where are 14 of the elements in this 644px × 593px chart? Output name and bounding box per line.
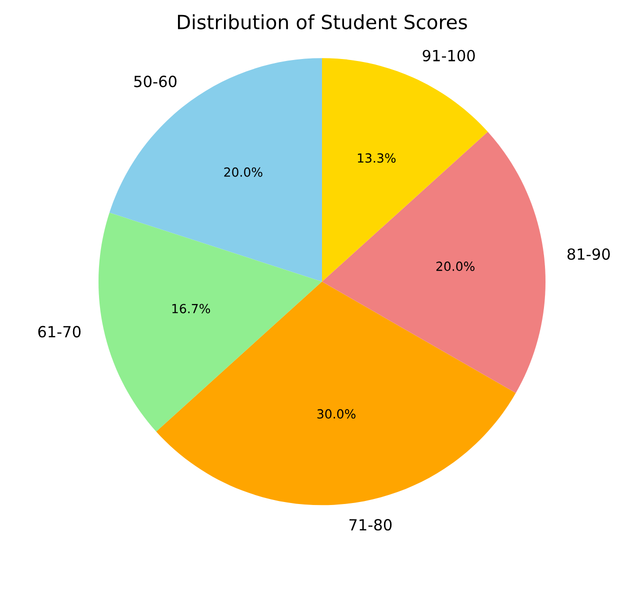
chart-title: Distribution of Student Scores	[178, 14, 467, 30]
pie-slice	[109, 58, 322, 282]
pie-slice	[156, 282, 516, 506]
pie-slice	[322, 132, 546, 394]
data-label: 13.3%	[358, 153, 396, 163]
data-label: 20.0%	[224, 167, 262, 177]
slice-label: 50-60	[134, 76, 176, 88]
data-label: 20.0%	[436, 262, 474, 272]
slice-label: 61-70	[38, 326, 81, 338]
slice-label: 81-90	[567, 248, 610, 260]
data-label: 16.7%	[172, 304, 210, 314]
data-label: 30.0%	[317, 409, 356, 419]
slice-label: 71-80	[349, 519, 392, 531]
slice-label: 91-100	[422, 50, 475, 62]
